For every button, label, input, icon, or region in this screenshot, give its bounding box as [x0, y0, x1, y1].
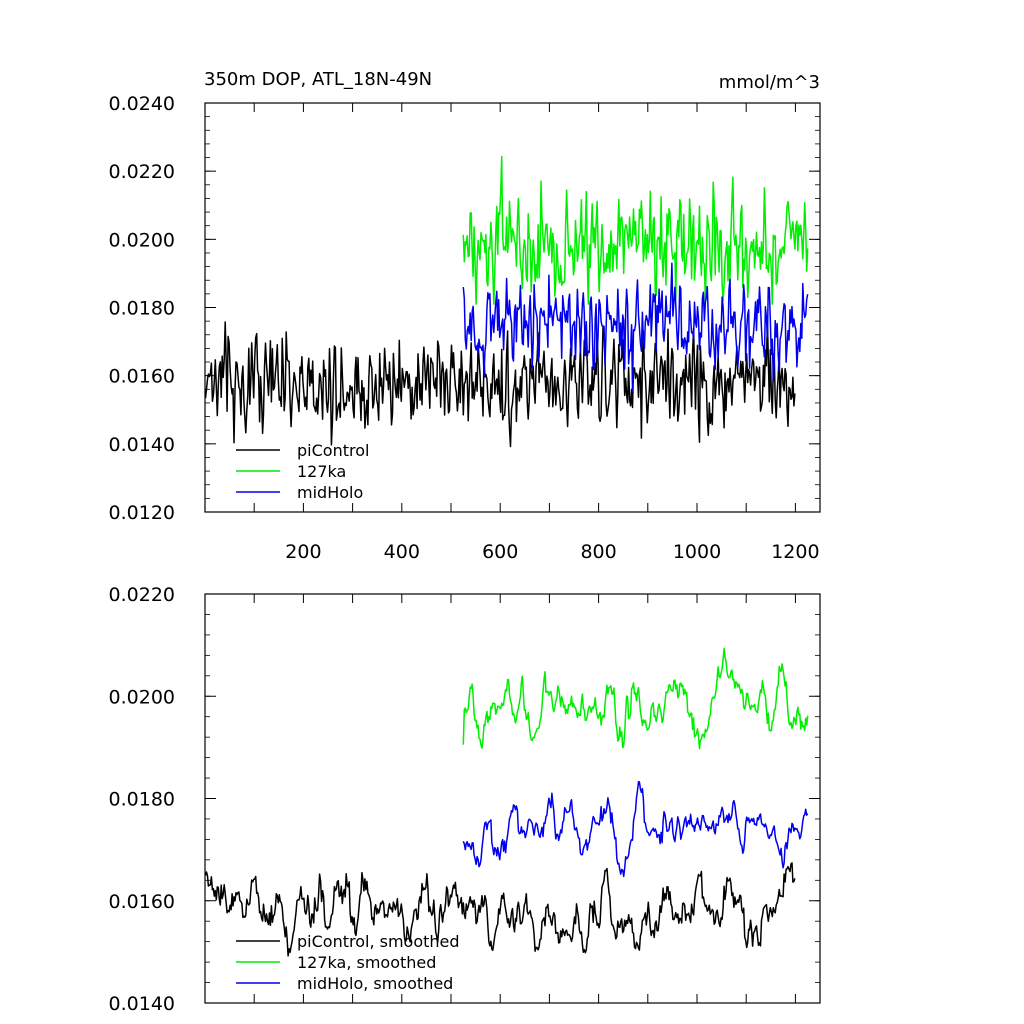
- bottom-series-midholo-smoothed: [462, 781, 809, 878]
- top-y-tick-label: 0.0240: [109, 93, 175, 115]
- top-x-tick-label: 800: [580, 541, 616, 563]
- bottom-legend-label-127ka-smoothed: 127ka, smoothed: [297, 953, 436, 972]
- top-legend-label-midholo: midHolo: [297, 483, 363, 502]
- bottom-legend-label-picontrol-smoothed: piControl, smoothed: [297, 932, 460, 951]
- top-y-tick-label: 0.0220: [109, 161, 175, 183]
- top-panel-title: 350m DOP, ATL_18N-49N: [204, 69, 432, 90]
- bottom-y-tick-label: 0.0220: [109, 584, 175, 606]
- top-series-127ka: [462, 155, 809, 305]
- top-x-tick-label: 600: [482, 541, 518, 563]
- top-x-tick-label: 1200: [771, 541, 819, 563]
- top-x-tick-label: 1000: [673, 541, 721, 563]
- bottom-y-tick-label: 0.0180: [109, 789, 175, 811]
- top-series-midholo: [462, 262, 809, 393]
- bottom-panel-frame: [204, 593, 821, 1004]
- top-y-tick-label: 0.0120: [109, 502, 175, 524]
- top-panel-legend: piControl 127ka midHolo: [236, 441, 369, 502]
- bottom-panel: 0.0140 0.0160 0.0180 0.0200 0.0220 piControl…: [109, 584, 821, 1015]
- top-legend-label-picontrol: piControl: [297, 441, 369, 460]
- bottom-y-tick-label: 0.0200: [109, 686, 175, 708]
- top-y-tick-label: 0.0180: [109, 298, 175, 320]
- bottom-panel-legend: piControl, smoothed 127ka, smoothed midHol…: [236, 932, 460, 993]
- top-y-tick-label: 0.0160: [109, 366, 175, 388]
- bottom-series-127ka-smoothed: [462, 647, 809, 750]
- bottom-series-picontrol-smoothed: [204, 862, 796, 957]
- bottom-panel-series: [204, 647, 809, 957]
- top-panel: 350m DOP, ATL_18N-49N mmol/m^3 0.01200.0…: [109, 69, 821, 563]
- top-x-tick-label: 400: [384, 541, 420, 563]
- bottom-y-tick-label: 0.0140: [109, 993, 175, 1015]
- top-panel-frame: [204, 102, 821, 513]
- top-legend-label-127ka: 127ka: [297, 462, 346, 481]
- bottom-legend-label-midholo-smoothed: midHolo, smoothed: [297, 974, 453, 993]
- top-y-tick-label: 0.0200: [109, 229, 175, 251]
- top-y-tick-label: 0.0140: [109, 434, 175, 456]
- bottom-y-tick-label: 0.0160: [109, 891, 175, 913]
- bottom-panel-ticks: 0.0140 0.0160 0.0180 0.0200 0.0220: [109, 584, 820, 1015]
- top-panel-series: [204, 155, 809, 448]
- top-series-picontrol: [204, 318, 796, 448]
- top-x-tick-label: 200: [285, 541, 321, 563]
- top-panel-ticks: 0.0120 0.0140 0.0160 0.0180 0.0200 0.0220 0.02…: [109, 93, 820, 563]
- top-panel-units: mmol/m^3: [719, 72, 820, 93]
